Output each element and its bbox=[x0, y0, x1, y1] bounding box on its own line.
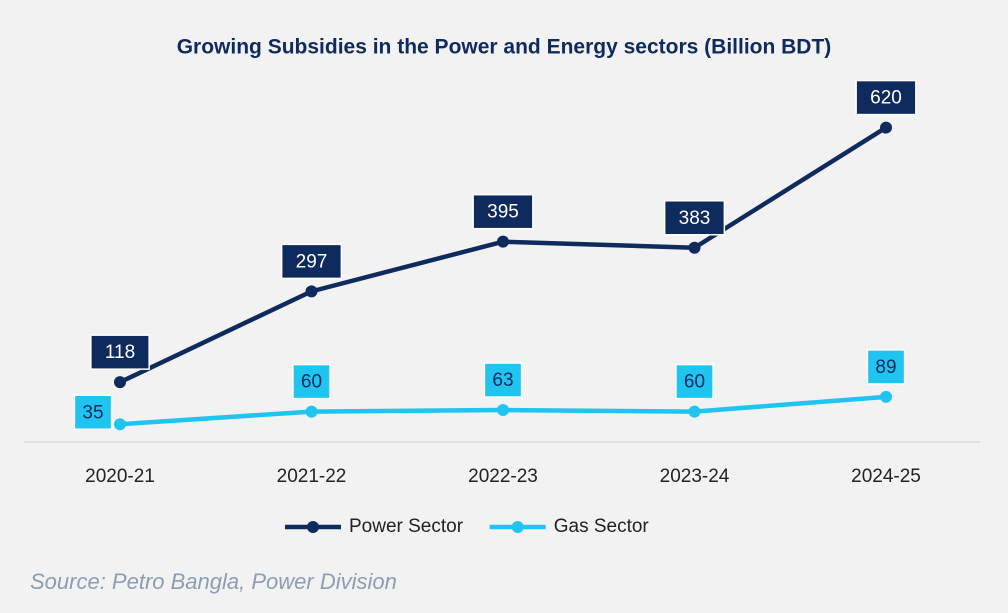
data-label-box bbox=[280, 243, 343, 280]
data-point bbox=[688, 405, 701, 418]
data-point bbox=[880, 390, 892, 403]
legend-label: Power Sector bbox=[349, 516, 464, 537]
data-label: 89 bbox=[875, 357, 896, 378]
data-label-box bbox=[472, 193, 534, 230]
x-tick-label: 2022-23 bbox=[468, 466, 538, 487]
data-label-box bbox=[483, 362, 523, 398]
x-tick-label: 2020-21 bbox=[85, 466, 155, 487]
data-label-box bbox=[866, 349, 906, 385]
data-label: 63 bbox=[492, 370, 513, 391]
source-note: Source: Petro Bangla, Power Division bbox=[30, 569, 397, 594]
data-label: 60 bbox=[301, 372, 322, 393]
data-point bbox=[305, 285, 318, 298]
data-point bbox=[880, 121, 892, 134]
legend-marker bbox=[511, 521, 524, 533]
data-point bbox=[688, 241, 701, 254]
data-label-box bbox=[73, 394, 113, 430]
chart-title: Growing Subsidies in the Power and Energ… bbox=[177, 36, 832, 59]
data-label-box bbox=[855, 79, 917, 116]
x-tick-label: 2023-24 bbox=[660, 466, 730, 487]
data-point bbox=[114, 376, 126, 389]
data-point bbox=[114, 418, 126, 431]
x-tick-label: 2021-22 bbox=[277, 466, 347, 487]
data-point bbox=[497, 404, 509, 417]
data-label: 118 bbox=[105, 342, 135, 363]
data-label-box bbox=[90, 334, 150, 370]
data-label: 297 bbox=[296, 251, 328, 272]
data-label: 383 bbox=[679, 208, 711, 229]
data-label: 620 bbox=[870, 88, 902, 109]
data-label: 395 bbox=[487, 202, 519, 223]
data-label-box bbox=[292, 363, 331, 400]
data-point bbox=[305, 405, 318, 418]
data-label-box bbox=[675, 363, 714, 400]
data-label: 35 bbox=[82, 402, 103, 423]
data-label-box bbox=[663, 200, 726, 236]
data-point bbox=[497, 235, 509, 248]
data-label: 60 bbox=[684, 372, 705, 393]
x-tick-label: 2024-25 bbox=[851, 466, 921, 487]
legend-label: Gas Sector bbox=[554, 516, 650, 537]
legend-marker bbox=[307, 521, 319, 533]
